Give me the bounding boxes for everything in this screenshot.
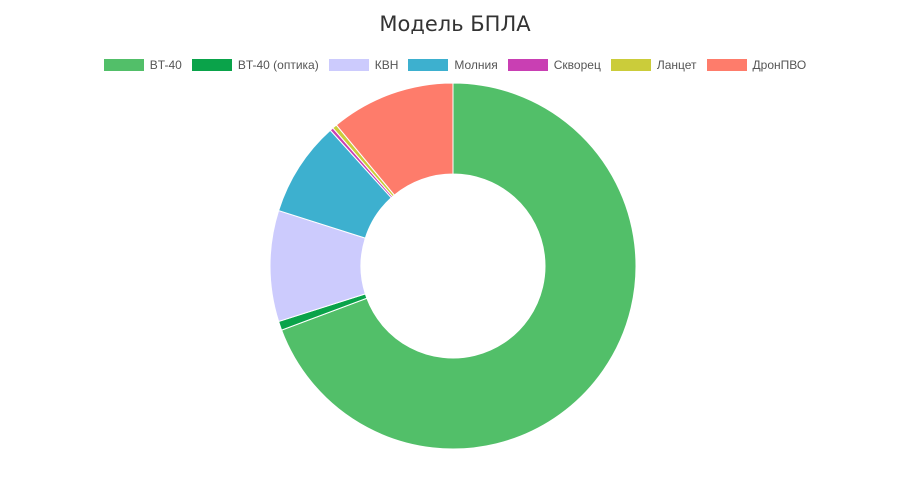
legend: BT-40 BT-40 (оптика) КВН Молния Скворец Ланце… [0, 58, 910, 72]
legend-item[interactable]: BT-40 [103, 58, 182, 72]
legend-swatch [191, 59, 232, 71]
slice-6[interactable] [335, 82, 454, 196]
legend-swatch [408, 59, 449, 71]
legend-item[interactable]: ДронПВО [706, 58, 807, 72]
legend-item[interactable]: BT-40 (оптика) [191, 58, 319, 72]
legend-label: BT-40 [149, 58, 182, 72]
legend-label: Молния [454, 58, 498, 72]
legend-item[interactable]: Молния [408, 58, 498, 72]
legend-item[interactable]: Скворец [507, 58, 601, 72]
legend-item[interactable]: Ланцет [610, 58, 697, 72]
slices [269, 82, 637, 450]
legend-label: BT-40 (оптика) [237, 58, 319, 72]
legend-label: Скворец [553, 58, 601, 72]
legend-item[interactable]: КВН [328, 58, 399, 72]
legend-label: КВН [374, 58, 399, 72]
slice-0[interactable] [280, 82, 637, 450]
legend-swatch [706, 59, 747, 71]
legend-swatch [103, 59, 144, 71]
legend-swatch [610, 59, 651, 71]
legend-label: ДронПВО [752, 58, 807, 72]
chart-title: Модель БПЛА [379, 12, 531, 36]
legend-swatch [328, 59, 369, 71]
legend-label: Ланцет [656, 58, 697, 72]
legend-swatch [507, 59, 548, 71]
